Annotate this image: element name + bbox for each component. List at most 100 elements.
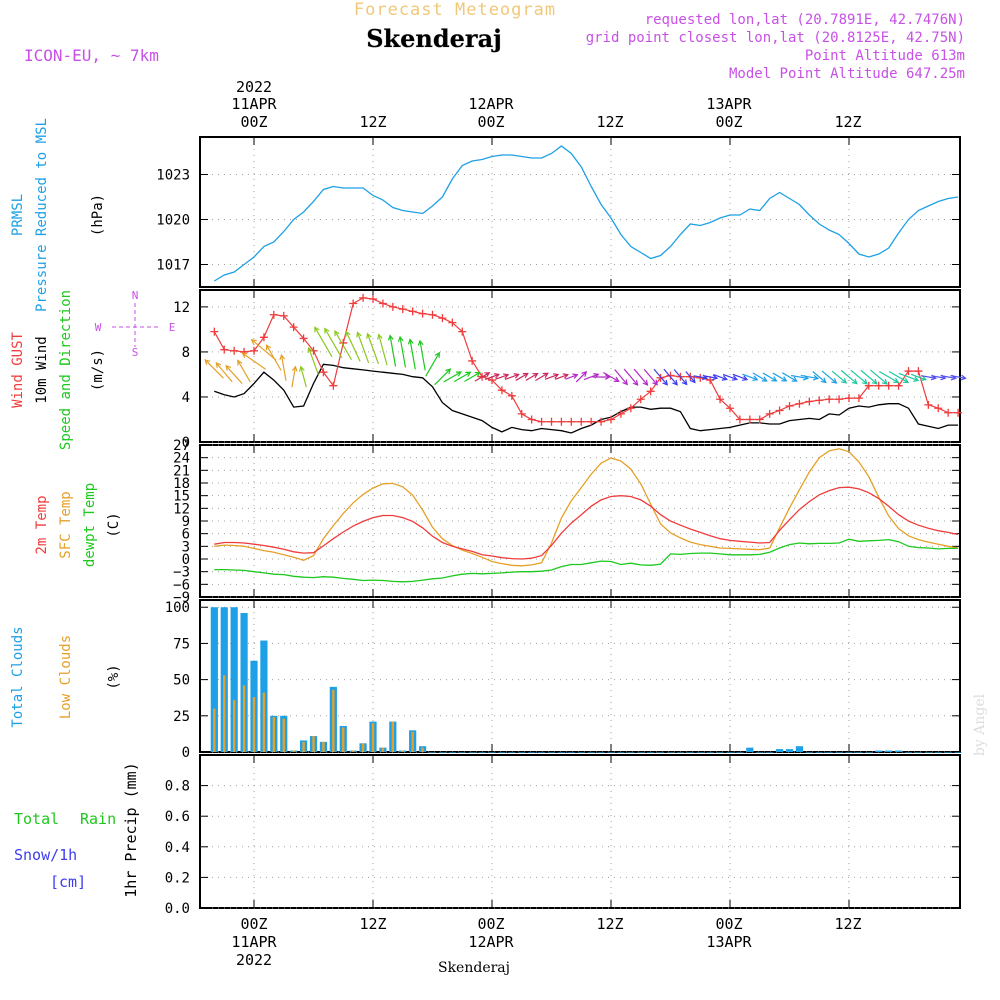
low-cloud-bar [332,689,335,752]
top-tick-l3-4: 00Z [715,113,742,131]
wind-unit: (m/s) [90,349,106,391]
total-cloud-bar [478,752,486,753]
wind-arrow-head [712,374,719,381]
top-tick-l3-1: 12Z [359,113,386,131]
ytick-label: 1017 [156,258,190,274]
wind-arrow [790,374,808,380]
pressure-unit: (hPa) [90,194,106,236]
wind-arrow [742,373,758,381]
wind-arrow [366,333,380,365]
total-cloud-bar [528,752,536,753]
total-cloud-bar [904,752,913,753]
total-cloud-bar [706,752,714,753]
low-cloud-bar [351,750,355,752]
ytick-label: 0.6 [165,809,190,825]
gust-marker [765,409,774,418]
wind-arrow [484,373,500,381]
wind-arrow [713,373,727,380]
top-tick-l3-5: 12Z [834,113,861,131]
wind-arrow [575,371,587,383]
wind-arrow-head [672,379,678,386]
wind-arrow-head [791,376,798,382]
low-cloud-bar [223,675,226,752]
total-cloud-bar [637,752,645,753]
gust-marker [468,356,477,365]
t2m-label: 2m Temp [34,495,50,554]
wind-arrow-head [761,376,768,382]
total-clouds-label: Total Clouds [10,626,26,727]
ytick-label: 75 [173,636,190,652]
gust-marker [230,346,239,355]
wind-arrow [525,373,538,381]
wind-arrow [772,372,787,382]
wind-arrow-head [299,365,305,372]
low-cloud-bar [252,696,256,752]
wind-arrow [204,359,224,379]
gust-marker [795,399,804,408]
ytick-label: 3 [182,539,190,555]
low-cloud-bar [262,692,266,752]
wind-arrow-head [513,373,520,379]
wind-arrow-head [407,338,414,345]
total-cloud-bar [716,752,724,753]
wind-arrow [643,368,658,386]
wind-arrow-head [613,376,620,383]
wind-arrow-head [622,379,628,386]
gust-line [213,297,959,423]
bottom-tick-l1-0: 00Z [240,915,267,933]
gust-marker [329,381,338,390]
total-cloud-bar [597,752,605,753]
wind-arrow [544,374,559,380]
total-cloud-bar [845,752,853,753]
wind-arrow-head [334,330,340,337]
wind-arrow [225,365,243,385]
wind-arrow [434,368,451,386]
watermark: by Angel [972,693,988,756]
wind-arrow [603,372,619,382]
total-cloud-bar [240,613,248,752]
wind-arrow-head [307,346,313,353]
wind-arrow-head [291,365,298,372]
wind-arrow [898,372,919,382]
wind-arrow-head [562,373,569,379]
ytick-label: −6 [173,577,190,593]
wind-arrow [762,372,777,382]
gust-marker [864,381,873,390]
pressure-line [213,145,959,282]
top-tick-l2-0: 11APR [231,95,277,113]
wind-arrow [910,373,926,381]
ytick-label: 25 [173,709,190,725]
gust-marker [369,295,377,304]
wind-arrow [399,336,407,368]
wind-arrow-head [503,373,510,379]
total-cloud-bar [686,752,694,753]
cloud-panel-labels: Total Clouds Low Clouds (%) [10,626,122,727]
wind-arrow [324,328,343,359]
grid-point-coords: grid point closest lon,lat (20.8125E, 42… [586,30,965,46]
wind-arrow-head [397,335,404,342]
total-cloud-bar [825,752,833,753]
total-cloud-bar [875,750,883,752]
gust-marker [319,368,328,377]
ytick-label: 15 [173,489,190,505]
low-clouds-label: Low Clouds [58,635,74,719]
gust-marker [607,415,615,424]
total-cloud-bar [607,752,615,753]
ytick-label: 100 [165,600,190,616]
ytick-label: 9 [182,514,190,530]
wind-arrow [931,375,946,379]
wind-arrow-head [493,373,501,379]
precip-total-label: Total [14,810,59,828]
total-cloud-bar [696,752,704,753]
plot-panels: 10171020102304812−9−6−303691215182124270… [156,136,967,917]
wind-arrow-head [881,379,888,385]
total-cloud-bar [954,752,962,753]
bottom-tick-l3-0: 2022 [236,951,272,969]
low-cloud-bar [381,747,385,752]
ytick-label: 0.8 [165,779,190,795]
gust-marker [359,293,368,302]
total-cloud-bar [865,752,873,753]
wind-arrow-head [731,375,739,381]
wind-arrow [800,374,818,380]
gust-marker [279,311,288,320]
